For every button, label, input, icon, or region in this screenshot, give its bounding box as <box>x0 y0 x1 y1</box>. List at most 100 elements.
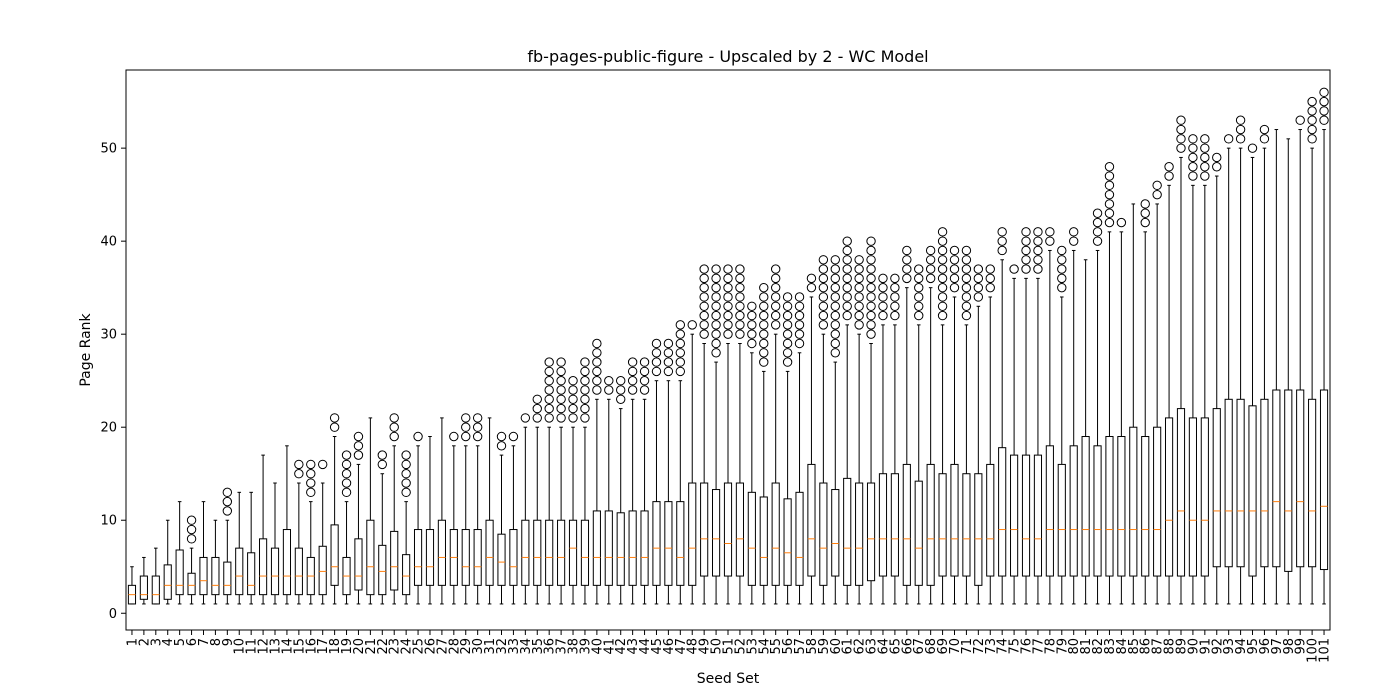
outlier-point <box>1188 171 1198 181</box>
box-37 <box>556 357 566 605</box>
outlier-point <box>556 357 566 367</box>
box-body <box>1045 445 1054 577</box>
x-tick-label: 82 <box>1091 638 1106 655</box>
outlier-point <box>723 320 733 330</box>
outlier-point <box>782 310 793 321</box>
box-body <box>533 519 542 586</box>
outlier-point <box>1259 124 1270 135</box>
outlier-point <box>1057 255 1067 265</box>
outlier-point <box>949 282 960 293</box>
box-body <box>1093 445 1102 577</box>
outlier-point <box>914 282 924 293</box>
outlier-point <box>1200 162 1210 172</box>
outlier-point <box>1176 134 1186 144</box>
box-body <box>1141 436 1150 577</box>
box-4 <box>163 519 172 605</box>
box-body <box>604 510 613 586</box>
x-tick-label: 40 <box>590 638 605 655</box>
outlier-point <box>1104 208 1115 218</box>
outlier-point <box>353 441 364 451</box>
box-21 <box>366 417 375 605</box>
outlier-point <box>317 459 328 470</box>
box-body <box>688 482 697 586</box>
box-8 <box>211 519 220 605</box>
x-tick-label: 21 <box>364 638 379 655</box>
x-tick-label: 72 <box>972 638 987 655</box>
outlier-point <box>878 301 888 311</box>
box-body <box>1069 445 1078 577</box>
box-body <box>330 524 339 586</box>
outlier-point <box>687 320 697 330</box>
box-43 <box>627 357 638 605</box>
box-body <box>759 496 768 586</box>
outlier-point <box>1200 143 1210 153</box>
outlier-point <box>973 282 984 293</box>
box-100 <box>1307 96 1317 605</box>
box-body <box>1260 398 1269 568</box>
box-body <box>1236 398 1245 568</box>
outlier-point <box>401 487 411 498</box>
outlier-point <box>866 273 876 284</box>
x-tick-label: 69 <box>936 638 951 655</box>
box-68 <box>925 245 936 605</box>
outlier-point <box>735 301 745 311</box>
outlier-point <box>1057 264 1067 274</box>
outlier-point <box>1259 134 1270 144</box>
outlier-point <box>747 301 757 311</box>
outlier-point <box>854 273 864 284</box>
box-24 <box>401 450 411 605</box>
box-14 <box>282 445 292 605</box>
box-body <box>568 519 578 586</box>
outlier-point <box>592 375 602 386</box>
x-tick-label: 18 <box>328 638 343 655</box>
outlier-point <box>914 292 924 302</box>
outlier-point <box>985 273 995 284</box>
outlier-point <box>306 459 316 470</box>
box-7 <box>199 501 208 605</box>
x-tick-label: 8 <box>209 638 224 646</box>
x-tick-label: 57 <box>793 638 808 655</box>
outlier-point <box>1307 106 1317 116</box>
outlier-point <box>1009 264 1019 274</box>
outlier-point <box>341 459 352 470</box>
outlier-point <box>472 422 483 432</box>
chart-title: fb-pages-public-figure - Upscaled by 2 -… <box>527 47 928 66</box>
outlier-point <box>1116 217 1127 228</box>
box-body <box>1021 454 1031 577</box>
box-17 <box>317 459 328 605</box>
x-tick-label: 56 <box>781 638 796 655</box>
box-58 <box>806 273 817 605</box>
outlier-point <box>675 357 686 367</box>
outlier-point <box>1069 227 1079 237</box>
box-62 <box>854 255 864 605</box>
box-93 <box>1223 134 1234 605</box>
x-tick-label: 27 <box>435 638 450 655</box>
outlier-point <box>663 348 674 358</box>
outlier-point <box>818 264 829 274</box>
x-tick-label: 36 <box>543 638 558 655</box>
x-tick-label: 4 <box>161 638 176 646</box>
box-body <box>664 501 673 586</box>
x-tick-label: 77 <box>1031 638 1046 655</box>
box-90 <box>1188 134 1198 605</box>
outlier-point <box>389 422 399 432</box>
outlier-point <box>759 348 769 358</box>
outlier-point <box>735 264 745 274</box>
box-body <box>986 463 995 577</box>
outlier-point <box>1319 96 1329 107</box>
outlier-point <box>592 385 602 395</box>
outlier-point <box>1057 282 1067 293</box>
outlier-point <box>937 273 948 284</box>
x-tick-label: 15 <box>292 638 307 655</box>
outlier-point <box>759 329 769 339</box>
outlier-point <box>818 292 829 302</box>
outlier-point <box>794 320 805 330</box>
x-tick-label: 76 <box>1020 638 1035 655</box>
x-tick-label: 24 <box>400 638 415 655</box>
box-body <box>557 519 566 586</box>
outlier-point <box>914 310 924 321</box>
outlier-point <box>794 292 805 302</box>
y-tick-label: 30 <box>100 328 117 343</box>
x-tick-label: 68 <box>924 638 939 655</box>
x-tick-label: 45 <box>650 638 665 655</box>
